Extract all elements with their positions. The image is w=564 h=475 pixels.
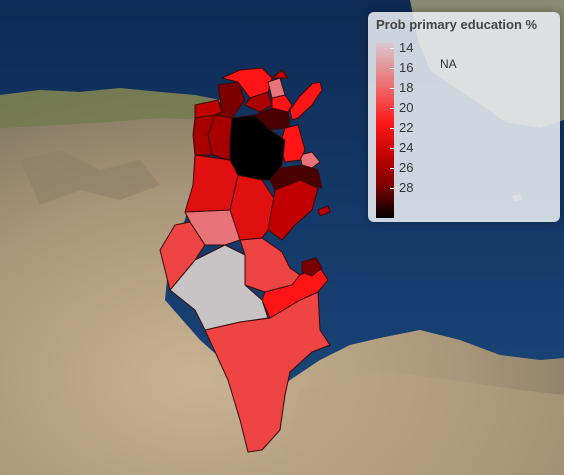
legend-tick-label: 24 — [399, 140, 414, 155]
legend-tick-label: 16 — [399, 60, 414, 75]
legend-tick-label: 20 — [399, 100, 414, 115]
legend-tick-mark — [390, 108, 394, 109]
libya-desert — [280, 370, 564, 475]
region-djerba[interactable] — [301, 257, 323, 277]
region-medenine[interactable] — [261, 267, 329, 319]
region-tunis[interactable] — [267, 77, 286, 99]
legend-tick-mark — [390, 128, 394, 129]
legend-tick-mark — [390, 148, 394, 149]
legend-tick-mark — [390, 88, 394, 89]
region-sidi-bouzid[interactable] — [229, 174, 276, 241]
legend-tick-label: 22 — [399, 120, 414, 135]
legend-tick-label: 18 — [399, 80, 414, 95]
region-kerkennah[interactable] — [317, 205, 331, 217]
legend-tick-mark — [390, 168, 394, 169]
region-nabeul[interactable] — [289, 81, 323, 121]
legend-title: Prob primary education % — [376, 17, 538, 32]
legend-tick-label: 14 — [399, 40, 414, 55]
legend-tick-mark — [390, 188, 394, 189]
atlas-ridges — [20, 150, 160, 205]
legend-panel: Prob primary education % 14 16 18 20 22 … — [368, 12, 560, 222]
region-ariana[interactable] — [271, 69, 289, 79]
coastal-vegetation — [0, 88, 215, 128]
legend-tick-mark — [390, 68, 394, 69]
legend-tick-mark — [390, 48, 394, 49]
legend-color-scale — [376, 43, 394, 218]
legend-tick-label: 26 — [399, 160, 414, 175]
legend-tick-label: 28 — [399, 180, 414, 195]
region-monastir[interactable] — [299, 151, 321, 169]
region-manouba[interactable] — [244, 91, 273, 113]
legend-na-label: NA — [440, 57, 457, 71]
